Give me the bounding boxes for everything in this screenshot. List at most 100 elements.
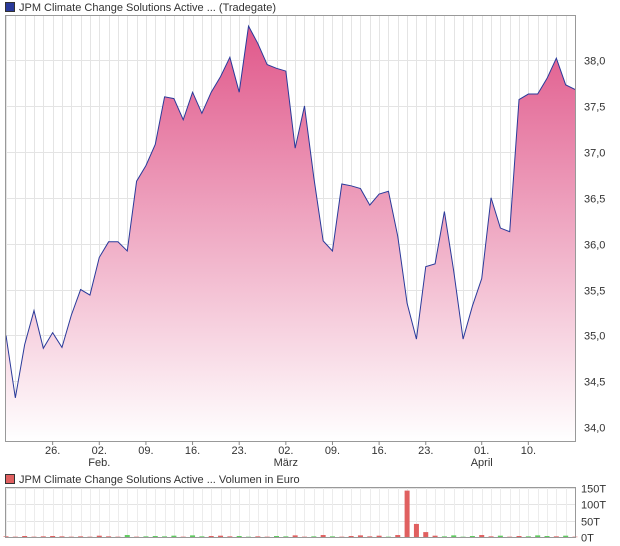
price-legend-swatch [5, 2, 15, 12]
price-x-tick-label: 01. [474, 445, 489, 457]
volume-y-axis: 0T 50T 100T 150T [581, 484, 606, 545]
volume-bar [78, 536, 84, 537]
price-legend: JPM Climate Change Solutions Active ... … [5, 2, 276, 14]
volume-y-tick-label: 50T [581, 517, 600, 529]
volume-legend: JPM Climate Change Solutions Active ... … [5, 474, 300, 486]
volume-bar [497, 535, 503, 537]
price-x-tick-label: 23. [232, 445, 247, 457]
volume-bar [227, 536, 233, 537]
volume-bar [124, 535, 130, 537]
volume-bar [87, 536, 93, 538]
volume-y-tick-label: 0T [581, 533, 594, 545]
price-plot-frame [5, 15, 576, 442]
volume-bar [264, 536, 270, 538]
volume-bar [348, 536, 354, 537]
volume-bar [162, 536, 168, 537]
volume-bar [516, 536, 522, 537]
volume-bar [22, 536, 28, 537]
price-y-tick-label: 36,5 [584, 194, 605, 206]
volume-bar [376, 535, 382, 537]
price-x-tick-label: 02. [92, 445, 107, 457]
volume-bar [507, 536, 513, 538]
volume-bar [218, 535, 224, 537]
volume-grid [6, 488, 576, 538]
volume-bar [311, 536, 317, 537]
volume-bar [367, 536, 373, 537]
volume-bar [460, 536, 466, 538]
volume-bar [236, 536, 242, 537]
volume-bar [171, 535, 177, 537]
volume-bar [385, 536, 391, 538]
volume-y-tick-label: 150T [581, 484, 606, 496]
volume-bar [404, 490, 410, 537]
volume-bar [68, 536, 74, 538]
volume-bar [134, 536, 140, 538]
volume-bar [255, 536, 261, 537]
volume-bar [488, 536, 494, 537]
volume-bar [544, 536, 550, 537]
volume-bar [432, 535, 438, 537]
volume-bar [563, 535, 569, 537]
volume-y-tick-label: 100T [581, 500, 606, 512]
volume-bar [423, 532, 429, 537]
volume-bar [199, 536, 205, 537]
volume-bar [246, 536, 252, 538]
price-legend-label: JPM Climate Change Solutions Active ... … [19, 2, 276, 14]
volume-bar [115, 536, 121, 538]
price-y-tick-label: 34,5 [584, 377, 605, 389]
volume-bar [553, 536, 559, 537]
volume-bar [479, 535, 485, 537]
price-y-axis: 34,0 34,5 35,0 35,5 36,0 36,5 37,0 37,5 38,0 [584, 56, 605, 435]
volume-bar [292, 535, 298, 537]
volume-bar [180, 536, 186, 538]
volume-bar [395, 535, 401, 537]
price-y-tick-label: 37,0 [584, 148, 605, 160]
price-y-tick-label: 36,0 [584, 240, 605, 252]
price-month-label: Feb. [88, 457, 110, 469]
volume-bar [96, 535, 102, 537]
price-x-tick-label: 02. [278, 445, 293, 457]
volume-bar [59, 536, 65, 537]
volume-bar [190, 535, 196, 537]
volume-bar [451, 535, 457, 537]
price-x-tick-label: 16. [185, 445, 200, 457]
price-month-label: März [274, 457, 298, 469]
volume-bar [535, 535, 541, 537]
price-x-tick-label: 09. [325, 445, 340, 457]
price-area [6, 26, 575, 441]
price-y-tick-label: 38,0 [584, 56, 605, 68]
price-y-tick-label: 37,5 [584, 102, 605, 114]
volume-bar [31, 536, 37, 538]
volume-bar [413, 523, 419, 537]
volume-plot-frame [5, 487, 576, 538]
volume-legend-label: JPM Climate Change Solutions Active ... … [19, 474, 300, 486]
price-month-label: April [471, 457, 493, 469]
volume-bar [106, 536, 112, 537]
price-x-tick-label: 16. [371, 445, 386, 457]
price-line [5, 24, 576, 398]
price-x-tick-label: 10. [521, 445, 536, 457]
price-x-tick-label: 23. [418, 445, 433, 457]
volume-bar [283, 536, 289, 537]
volume-bar [40, 536, 46, 537]
volume-bar [339, 536, 345, 538]
volume-bar [329, 536, 335, 537]
price-x-tick-label: 09. [138, 445, 153, 457]
price-y-tick-label: 34,0 [584, 423, 605, 435]
volume-bar [357, 535, 363, 537]
price-y-tick-label: 35,5 [584, 286, 605, 298]
volume-bar [469, 536, 475, 537]
volume-bar [301, 536, 307, 538]
volume-bar [12, 536, 18, 538]
volume-bar [143, 536, 149, 537]
volume-bar [525, 536, 531, 537]
volume-bar [320, 535, 326, 537]
volume-legend-swatch [5, 474, 15, 484]
volume-bar [441, 536, 447, 537]
price-y-tick-label: 35,0 [584, 331, 605, 343]
volume-bar [208, 536, 214, 537]
price-x-axis: 26. 02. 09. 16. 23. 02. 09. 16. 23. 01. 10. Feb. Mär… [45, 441, 536, 469]
volume-bar [152, 536, 158, 537]
volume-bar [50, 536, 56, 537]
